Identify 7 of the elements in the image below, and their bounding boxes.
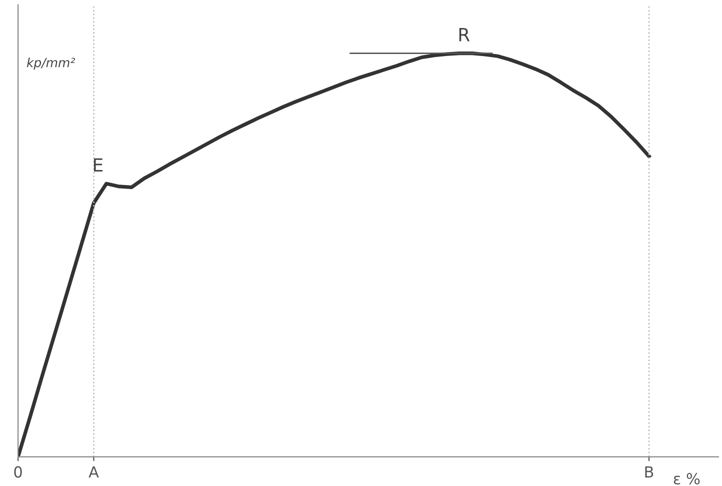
x-tick-label: B	[645, 466, 654, 478]
annotation: R	[459, 28, 470, 42]
x-tick-label: A	[88, 466, 99, 478]
x-axis-title: ε %	[674, 472, 700, 484]
y-axis-title: kp/mm²	[26, 58, 75, 70]
x-tick-label: 0	[14, 466, 22, 478]
annotation: E	[94, 158, 102, 172]
